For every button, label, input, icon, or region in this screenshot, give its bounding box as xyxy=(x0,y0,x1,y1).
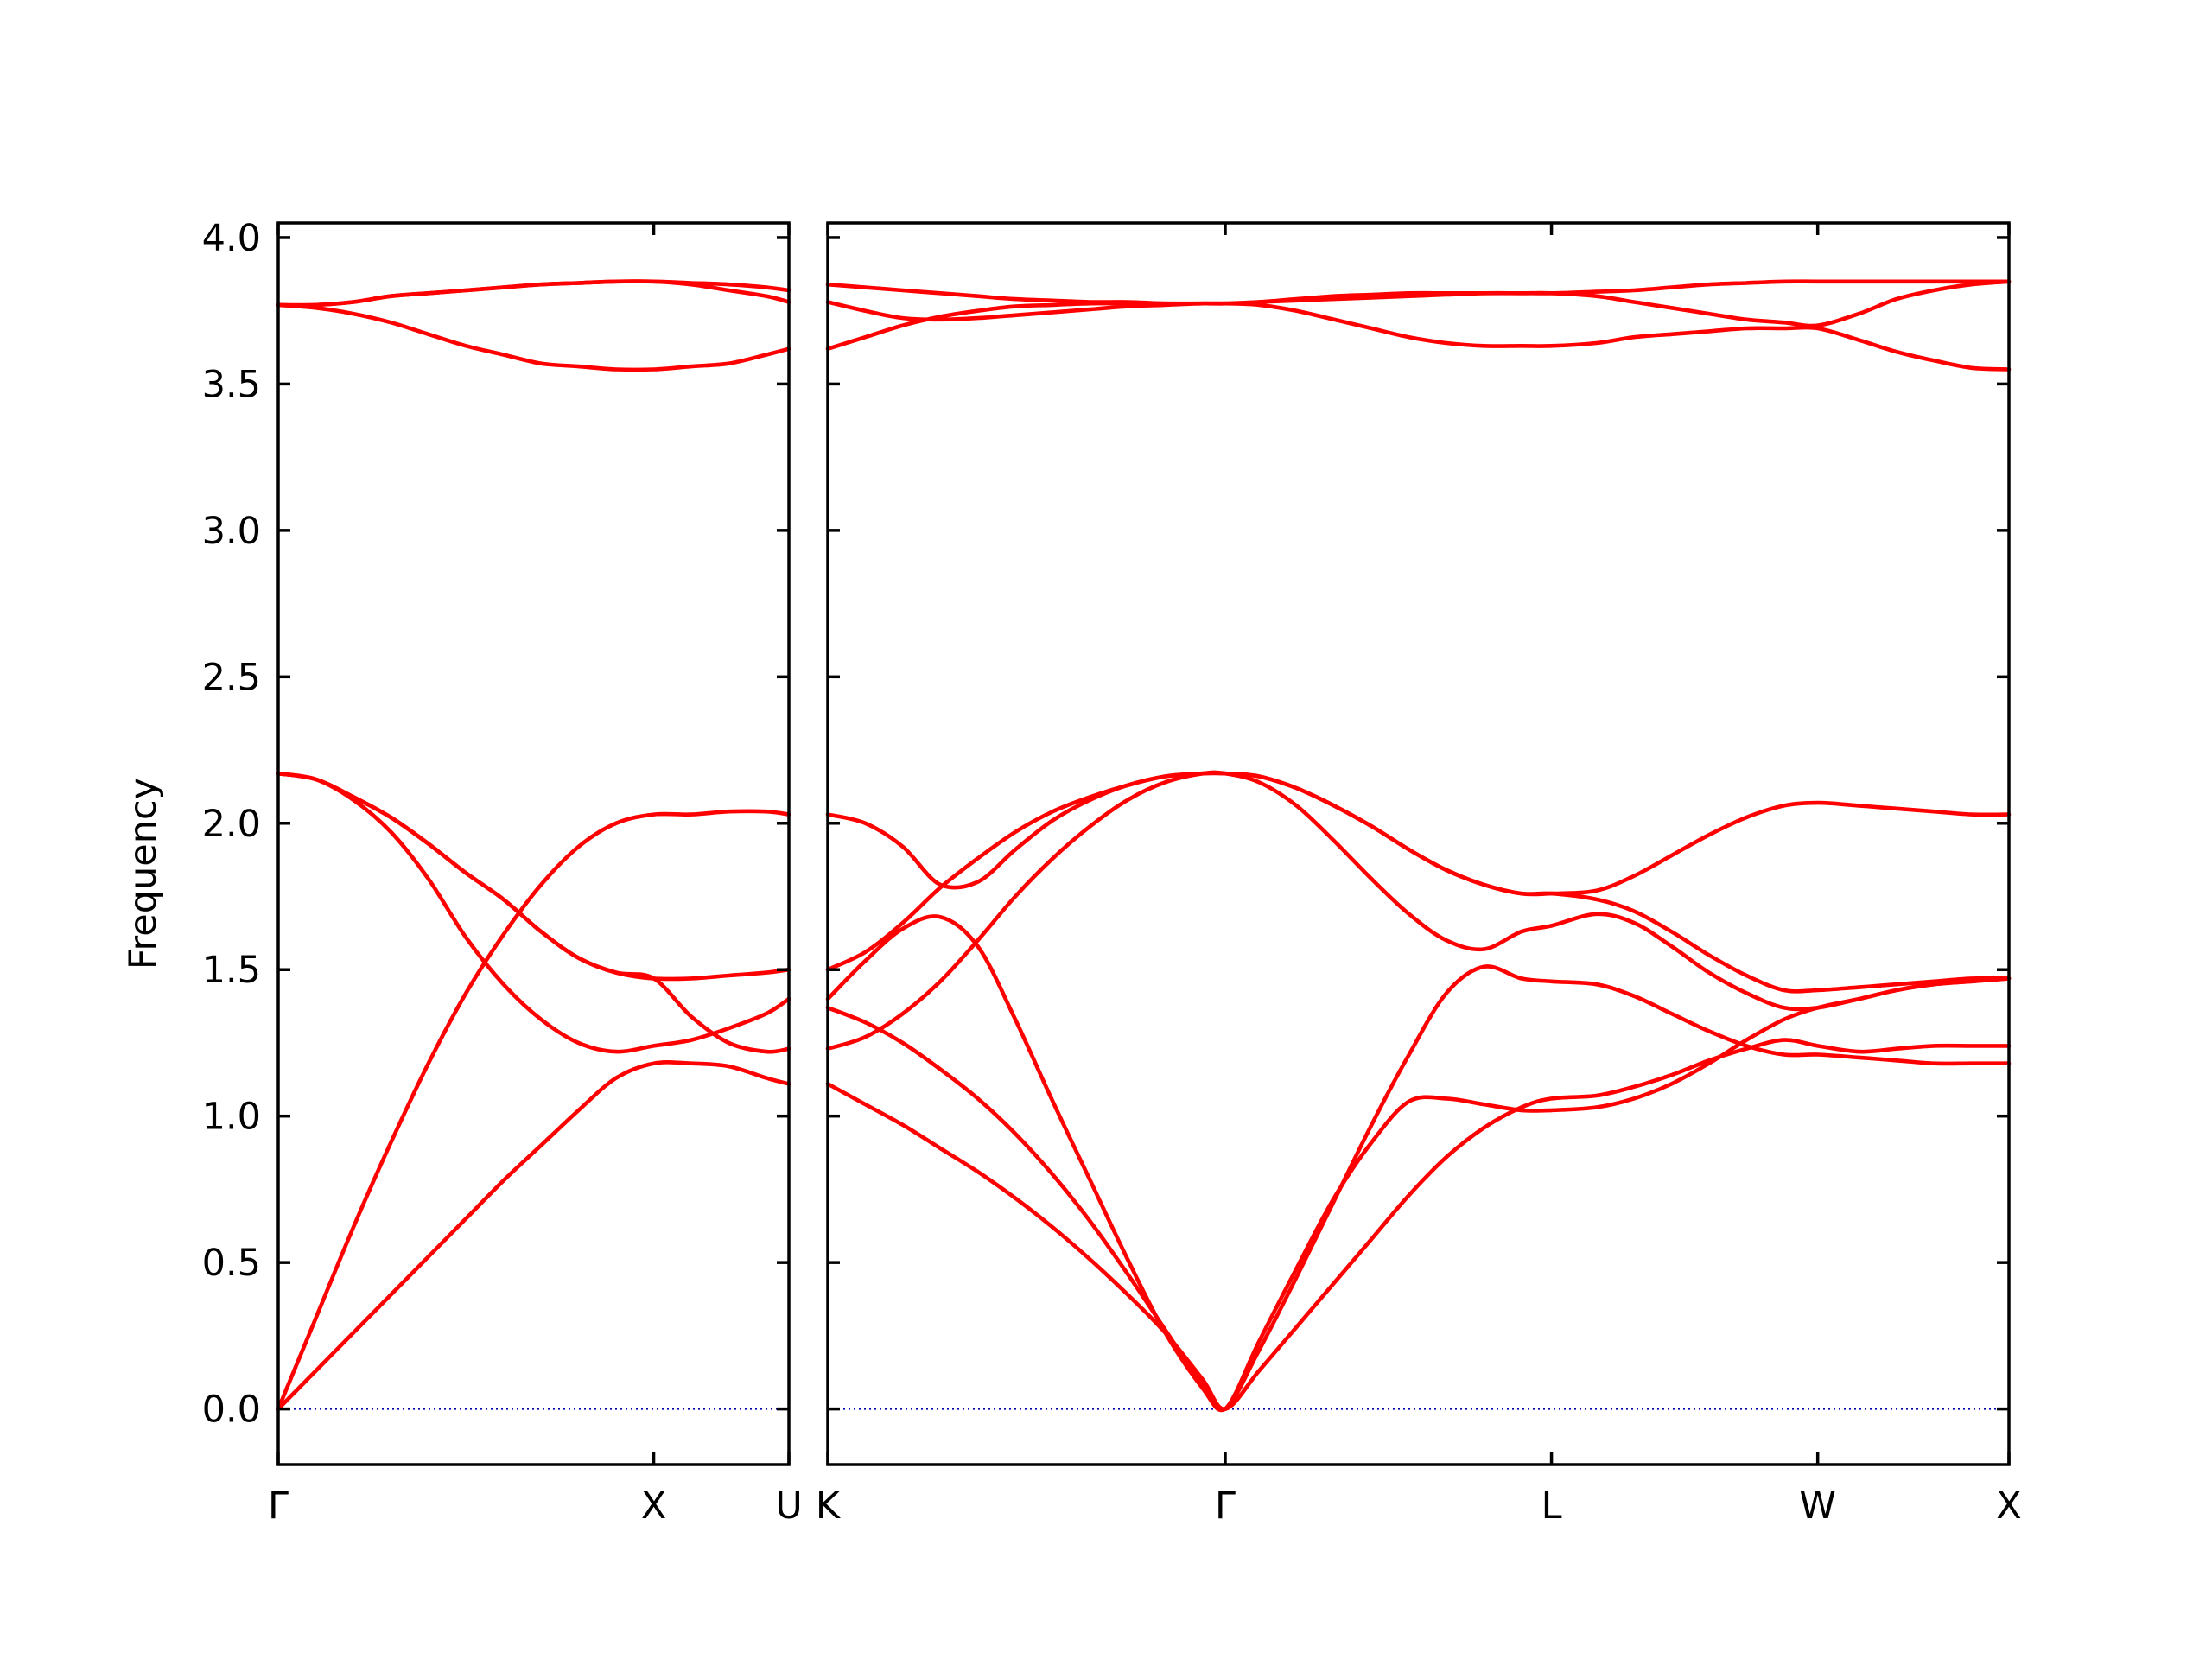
band-left-8 xyxy=(276,279,791,308)
band-left-5 xyxy=(276,771,791,982)
y-axis-title: Frequency xyxy=(122,778,165,969)
band-right-2 xyxy=(825,964,2012,1413)
band-right-1 xyxy=(825,1038,2012,1411)
band-right-9 xyxy=(825,279,2012,306)
x-tick-label: W xyxy=(1799,1484,1836,1528)
y-tick-label: 2.0 xyxy=(202,803,261,846)
band-right-5 xyxy=(825,771,2012,994)
band-right-7 xyxy=(825,301,2012,372)
band-right-6 xyxy=(825,771,2012,897)
y-tick-label: 0.5 xyxy=(202,1242,261,1285)
band-left-6 xyxy=(276,302,791,372)
plot-frame xyxy=(276,221,791,1466)
band-right-8 xyxy=(825,279,2012,328)
plot-panels: 0.0 0.5 1.0 1.5 2.0 2.5 3.0 3.5 4.0 Γ X U K Γ L W X xyxy=(202,217,2022,1528)
x-tick-label: U xyxy=(775,1484,802,1528)
band-left-4 xyxy=(276,771,791,1054)
band-right-3 xyxy=(825,914,2012,1413)
plot-frame xyxy=(826,221,2011,1466)
x-tick-label: L xyxy=(1541,1484,1562,1528)
y-tick-label: 1.0 xyxy=(202,1096,261,1139)
band-left-3 xyxy=(276,771,791,1054)
band-left-2 xyxy=(276,809,791,1411)
x-tick-label: X xyxy=(1996,1484,2021,1528)
y-tick-label: 3.5 xyxy=(202,363,261,406)
x-tick-label: Γ xyxy=(268,1484,289,1528)
band-right-4 xyxy=(825,770,2012,1051)
y-tick-label: 2.5 xyxy=(202,656,261,699)
x-tick-label: K xyxy=(816,1484,842,1528)
y-tick-label: 1.5 xyxy=(202,949,261,992)
y-tick-label: 4.0 xyxy=(202,217,261,260)
band-left-1 xyxy=(276,1060,791,1411)
x-tick-label: Γ xyxy=(1215,1484,1236,1528)
y-tick-label: 3.0 xyxy=(202,510,261,553)
y-tick-label: 0.0 xyxy=(202,1389,261,1432)
panel-left: 0.0 0.5 1.0 1.5 2.0 2.5 3.0 3.5 4.0 Γ X U xyxy=(202,217,803,1528)
x-tick-label: X xyxy=(641,1484,666,1528)
